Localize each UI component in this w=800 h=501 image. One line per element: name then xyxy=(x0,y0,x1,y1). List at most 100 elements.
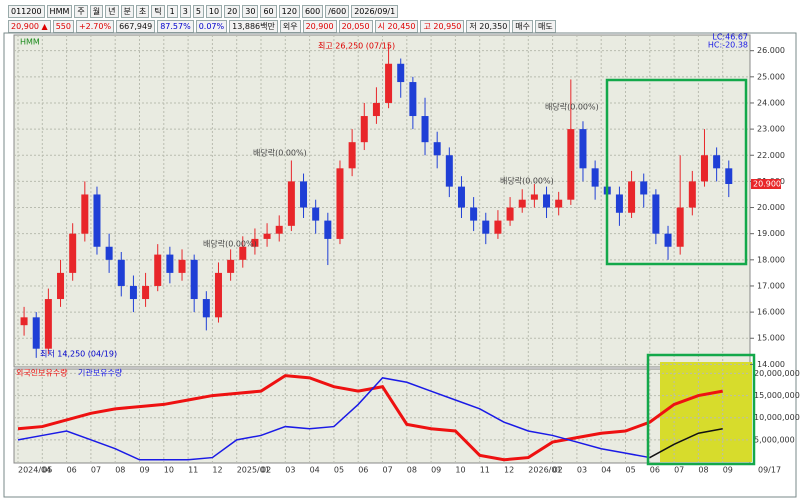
candle-body xyxy=(239,246,247,260)
highlight-fill xyxy=(660,362,752,462)
indicator: LC:46.67 xyxy=(712,33,748,42)
quote-row: 20,900 ▲ 550 +2.70% 667,949 87.57% 0.07% 13,88… xyxy=(8,20,556,33)
x-tick-label: 02 xyxy=(553,466,563,475)
x-tick-label: 2024/04 xyxy=(18,466,51,475)
x-tick-label: 09 xyxy=(140,466,150,475)
toolbar-item[interactable]: 30 xyxy=(242,5,259,18)
holdings-panel xyxy=(13,368,751,464)
x-tick-label: 02 xyxy=(261,466,271,475)
x-tick-label: 07 xyxy=(674,466,684,475)
price-label: 20.900 xyxy=(753,180,781,189)
y-tick-label: 26.000 xyxy=(757,46,785,55)
candle-body xyxy=(713,155,721,169)
toolbar-item[interactable]: 600 xyxy=(301,5,324,18)
y-tick-label: 14.000 xyxy=(757,360,785,369)
annotation: 배당락(0.00%) xyxy=(500,176,554,186)
toolbar-item[interactable]: 2026/09/1 xyxy=(351,5,399,18)
x-tick-label: 06 xyxy=(650,466,660,475)
y-tick-label: 5,000,000 xyxy=(754,435,795,444)
toolbar-item[interactable]: 011200 xyxy=(8,5,45,18)
candle-body xyxy=(409,82,417,117)
candle-body xyxy=(579,129,587,169)
toolbar-item[interactable]: 초 xyxy=(135,5,150,18)
candle-body xyxy=(251,238,259,247)
candle-body xyxy=(69,233,77,273)
toolbar-item[interactable]: 저 20,350 xyxy=(466,20,511,33)
candle-body xyxy=(81,194,89,234)
candle-body xyxy=(32,317,40,349)
candle-body xyxy=(628,181,636,213)
toolbar-item[interactable]: 5 xyxy=(192,5,204,18)
toolbar-item[interactable]: HMM xyxy=(46,5,73,18)
toolbar-item[interactable]: 틱 xyxy=(151,5,165,18)
candle-body xyxy=(336,168,344,239)
candle-body xyxy=(433,142,441,156)
annotation: 배당락(0.00%) xyxy=(203,239,257,249)
candle-body xyxy=(725,168,733,185)
candle-body xyxy=(202,299,210,318)
candle-body xyxy=(93,194,101,247)
candle-body xyxy=(263,233,271,239)
series-line xyxy=(649,428,723,459)
toolbar-item[interactable]: 10 xyxy=(205,5,223,18)
toolbar-item[interactable]: 550 xyxy=(52,20,74,33)
candle-body xyxy=(640,181,648,195)
y-tick-label: 10,000,000 xyxy=(754,413,800,422)
candle-body xyxy=(372,102,380,117)
x-tick-label: 04 xyxy=(310,466,320,475)
x-tick-label: 08 xyxy=(698,466,708,475)
candle-body xyxy=(397,63,405,83)
toolbar-item[interactable]: 분 xyxy=(120,5,134,18)
x-tick-label: 12 xyxy=(212,466,222,475)
candle-body xyxy=(214,272,222,318)
candle-body xyxy=(312,207,320,221)
highlight-box xyxy=(646,353,756,466)
candle-body xyxy=(117,259,125,286)
toolbar-item[interactable]: 20,900 xyxy=(302,20,337,33)
toolbar-item[interactable]: 120 xyxy=(278,5,300,18)
y-tick-label: 23.000 xyxy=(757,125,785,134)
candle-body xyxy=(494,220,502,234)
annotation: 최저 14,250 (04/19) xyxy=(40,349,117,359)
x-tick-label: 04 xyxy=(601,466,611,475)
candle-body xyxy=(154,254,162,286)
series-line xyxy=(17,377,650,461)
legend-label: 외국인보유수량 xyxy=(16,368,68,378)
x-tick-label: 11 xyxy=(188,466,198,475)
x-tick-label: 10 xyxy=(455,466,465,475)
candle-body xyxy=(57,272,65,300)
candle-body xyxy=(227,259,235,273)
y-tick-label: 18.000 xyxy=(757,255,785,264)
x-tick-label: 09 xyxy=(723,466,733,475)
candle-body xyxy=(142,285,150,300)
x-tick-label: 10 xyxy=(164,466,174,475)
toolbar-item[interactable]: 3 xyxy=(179,5,191,18)
y-tick-label: 17.000 xyxy=(757,281,785,290)
candle-body xyxy=(482,220,490,234)
toolbar-item[interactable]: 1 xyxy=(166,5,178,18)
y-tick-label: 16.000 xyxy=(757,308,785,317)
toolbar-item[interactable]: 월 xyxy=(89,5,104,18)
candle-body xyxy=(470,207,478,221)
candle-body xyxy=(385,63,393,103)
toolbar-item[interactable]: 20 xyxy=(224,5,241,18)
y-tick-label: 22.000 xyxy=(757,151,785,160)
y-tick-label: 20,000,000 xyxy=(754,369,800,378)
candle-body xyxy=(129,285,137,300)
x-tick-label: 05 xyxy=(626,466,636,475)
candle-body xyxy=(530,194,538,200)
x-tick-label: 05 xyxy=(334,466,344,475)
y-tick-label: 20.000 xyxy=(757,203,785,212)
annotation: 배당락(0.00%) xyxy=(545,102,599,112)
toolbar-item[interactable]: 주 xyxy=(74,5,88,18)
candle-body xyxy=(360,116,368,143)
toolbar-item[interactable]: 60 xyxy=(260,5,277,18)
indicator: HC:-20.38 xyxy=(708,41,748,50)
toolbar-item[interactable]: 년 xyxy=(105,5,119,18)
candle-body xyxy=(300,181,308,208)
toolbar-item[interactable]: /600 xyxy=(325,5,350,18)
candle-body xyxy=(348,142,356,169)
window-frame xyxy=(3,32,797,498)
candle-body xyxy=(287,181,295,226)
